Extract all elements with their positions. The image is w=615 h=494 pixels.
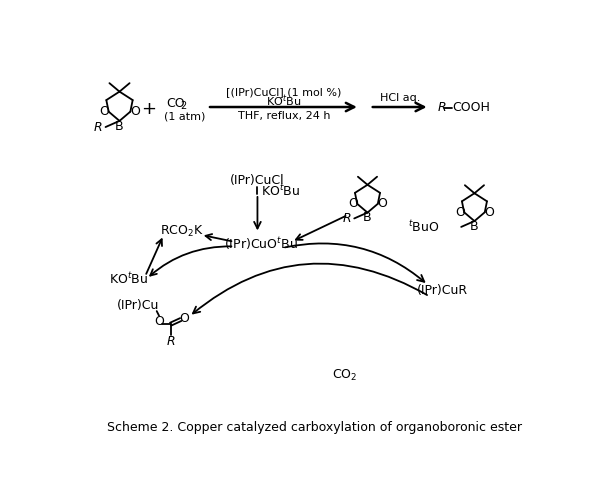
Text: B: B (470, 220, 478, 233)
Text: (IPr)CuR: (IPr)CuR (417, 284, 468, 297)
Text: KO$^t$Bu: KO$^t$Bu (266, 94, 301, 110)
Text: [(IPr)CuCl] (1 mol %): [(IPr)CuCl] (1 mol %) (226, 86, 341, 97)
Text: O: O (180, 312, 189, 325)
Text: $^t$BuO: $^t$BuO (408, 219, 439, 235)
Text: +: + (141, 100, 156, 119)
Text: O: O (130, 105, 140, 118)
Text: O: O (484, 206, 494, 219)
Text: O: O (154, 315, 164, 328)
Text: THF, reflux, 24 h: THF, reflux, 24 h (237, 111, 330, 121)
Text: O: O (99, 105, 109, 118)
Text: CO: CO (166, 97, 184, 111)
Text: KO$^t$Bu: KO$^t$Bu (109, 271, 149, 287)
Text: O: O (348, 197, 358, 210)
Text: (IPr)CuCl: (IPr)CuCl (230, 174, 285, 187)
Text: COOH: COOH (452, 101, 490, 114)
Text: HCl aq.: HCl aq. (380, 93, 420, 103)
Text: B: B (363, 211, 372, 224)
Text: (IPr)Cu: (IPr)Cu (117, 299, 159, 312)
Text: O: O (377, 197, 387, 210)
Text: R: R (437, 101, 446, 114)
Text: R: R (166, 334, 175, 348)
Text: KO$^t$Bu: KO$^t$Bu (261, 183, 301, 199)
Text: R: R (343, 212, 351, 225)
Text: (IPr)CuO$^t$Bu: (IPr)CuO$^t$Bu (224, 236, 298, 252)
Text: O: O (454, 206, 465, 219)
Text: RCO$_2$K: RCO$_2$K (160, 223, 204, 239)
Text: Scheme 2. Copper catalyzed carboxylation of organoboronic ester: Scheme 2. Copper catalyzed carboxylation… (107, 421, 522, 434)
Text: (1 atm): (1 atm) (164, 111, 205, 121)
Text: B: B (115, 120, 124, 133)
Text: 2: 2 (181, 101, 187, 111)
Text: R: R (94, 121, 103, 133)
Text: CO$_2$: CO$_2$ (331, 368, 357, 382)
